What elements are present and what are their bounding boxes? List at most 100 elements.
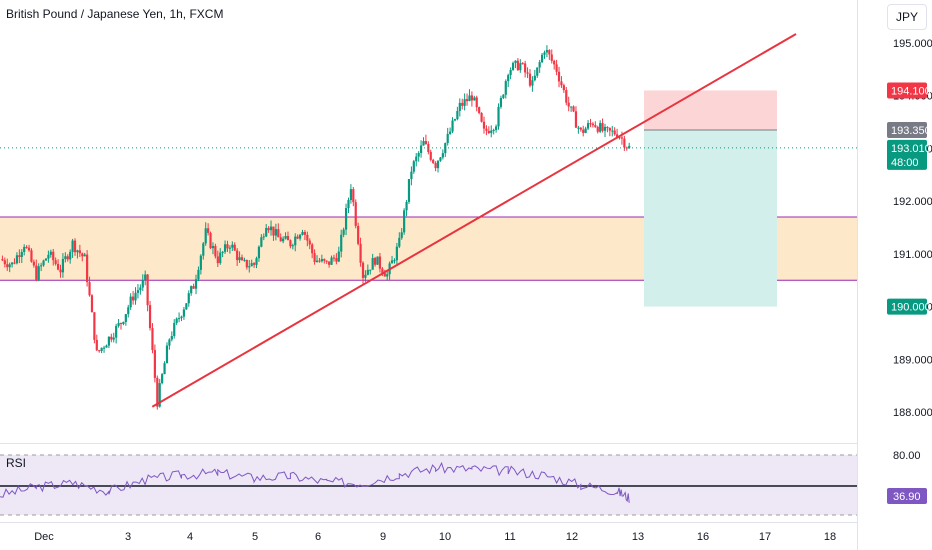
candle [608, 127, 611, 137]
price-tick-label: 188.000 [893, 407, 932, 419]
candle [250, 259, 253, 267]
candle [342, 227, 345, 238]
time-tick-label: 3 [125, 531, 131, 543]
trendline-layer[interactable] [151, 33, 797, 408]
candle-body [30, 250, 33, 262]
candle-body [107, 336, 110, 346]
candle-body [115, 325, 118, 338]
candle [623, 135, 626, 151]
candle [182, 306, 186, 320]
time-tick-label: 18 [824, 531, 836, 543]
time-axis[interactable]: Dec 3 4 5 6 9 10 11 12 13 16 17 18 [34, 531, 836, 543]
candle-body [608, 127, 611, 131]
candle-body [240, 257, 244, 261]
candle [536, 67, 539, 78]
candle-body [480, 112, 483, 122]
candle-body [601, 123, 604, 131]
candle [359, 237, 362, 267]
candle [461, 98, 464, 110]
candle [73, 238, 77, 256]
candle-body [265, 227, 268, 237]
time-tick-label: Dec [34, 531, 54, 543]
candle [557, 66, 561, 88]
candle-body [417, 152, 420, 157]
candle [434, 161, 437, 172]
time-tick-label: 12 [566, 531, 578, 543]
candle [412, 159, 415, 174]
candle [584, 126, 587, 134]
candle [473, 95, 476, 101]
candle-body [487, 130, 490, 134]
candle [332, 254, 336, 262]
currency-selector[interactable]: JPY [887, 4, 927, 30]
candle [313, 249, 316, 265]
candle [42, 259, 45, 267]
time-tick-label: 10 [439, 531, 451, 543]
candle [591, 122, 594, 128]
candle [415, 153, 418, 167]
candle [330, 255, 333, 265]
candle-body [211, 245, 215, 249]
candle-body [90, 295, 94, 313]
candle [170, 331, 173, 342]
candle [161, 373, 164, 385]
short-position-layer[interactable] [644, 90, 777, 307]
candle-body [66, 256, 69, 260]
candle [66, 254, 69, 262]
candle-body [582, 129, 585, 133]
candle-body [584, 128, 587, 133]
candle [538, 59, 541, 73]
candle-body [490, 130, 493, 134]
candle [129, 293, 132, 310]
candle-body [514, 60, 517, 63]
candle-body [470, 95, 473, 101]
candle-body [306, 234, 309, 241]
time-tick-label: 16 [697, 531, 709, 543]
candle [579, 127, 582, 132]
candle-body [596, 127, 599, 132]
candle [298, 233, 302, 241]
candle-body [349, 189, 352, 201]
candle-body [296, 236, 299, 239]
candle [504, 79, 507, 99]
candle [284, 232, 287, 240]
candle-body [492, 129, 495, 131]
candle-body [318, 260, 321, 262]
candle-body [1, 259, 4, 261]
candle-body [168, 339, 171, 346]
candle-body [6, 264, 9, 268]
candle [27, 244, 31, 252]
candle [393, 258, 396, 264]
candle [577, 125, 580, 134]
candle [294, 233, 297, 252]
candle [262, 233, 265, 241]
candle-body [516, 60, 519, 71]
candle [105, 344, 108, 348]
candle-body [8, 264, 11, 268]
candle [115, 323, 118, 344]
candle-body [538, 62, 541, 68]
rsi-value-tag-bg [887, 488, 927, 504]
candle [209, 231, 212, 249]
candle-body [553, 60, 556, 65]
candle [49, 249, 52, 258]
candle-body [364, 274, 367, 278]
candle-body [434, 163, 437, 169]
candle-body [344, 208, 348, 230]
candle-body [3, 260, 6, 265]
candle-body [395, 246, 398, 261]
candle [168, 338, 171, 350]
candle-body [71, 240, 74, 252]
candle [190, 285, 193, 296]
candle [465, 93, 469, 106]
candle-body [521, 63, 524, 65]
candle [18, 249, 21, 264]
candle-body [144, 274, 147, 281]
candle-body [313, 253, 316, 262]
candle-body [383, 273, 386, 277]
candle [194, 274, 198, 295]
candle [269, 220, 273, 236]
candle [323, 258, 326, 264]
candle [318, 257, 321, 263]
